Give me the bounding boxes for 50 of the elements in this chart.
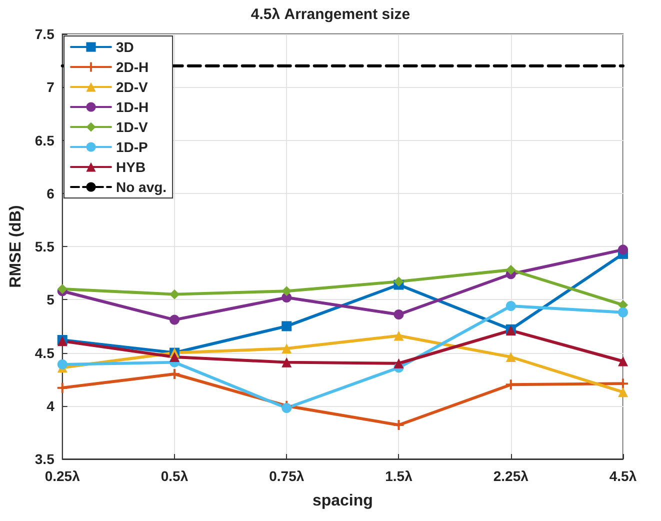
point <box>394 330 404 341</box>
legend-label: No avg. <box>116 179 167 195</box>
point <box>618 244 628 255</box>
legend-label: 2D-V <box>116 79 149 95</box>
point <box>506 301 516 311</box>
point <box>169 289 180 300</box>
point <box>394 310 404 320</box>
point <box>169 369 180 379</box>
point <box>282 344 292 354</box>
x-tick-label: 4.5λ <box>609 468 637 484</box>
x-tick-label: 2.25λ <box>493 468 529 484</box>
y-tick-label: 6 <box>46 185 55 202</box>
legend-label: 1D-P <box>116 139 148 155</box>
x-tick-label: 0.75λ <box>269 468 304 484</box>
x-tick-label: 0.25λ <box>44 468 80 484</box>
y-tick-label: 5.5 <box>34 238 55 254</box>
y-tick-label: 4 <box>46 398 55 414</box>
point <box>618 307 628 318</box>
chart-title: 4.5λ Arrangement size <box>250 6 410 23</box>
point <box>282 403 292 413</box>
point <box>394 276 404 287</box>
point <box>282 357 292 368</box>
legend-label: HYB <box>116 159 146 175</box>
legend-label: 2D-H <box>116 59 149 75</box>
legend-label: 3D <box>116 39 134 55</box>
x-tick-label: 0.5λ <box>160 468 188 484</box>
point <box>170 314 180 325</box>
y-tick-label: 5 <box>46 292 55 308</box>
legend-label: 1D-V <box>116 119 149 135</box>
point <box>394 420 404 430</box>
legend-label: 1D-H <box>116 99 149 115</box>
point <box>57 382 68 393</box>
y-tick-label: 7.5 <box>34 26 55 42</box>
point <box>394 358 404 368</box>
x-tick-label: 1.5λ <box>385 468 413 484</box>
point <box>169 352 180 362</box>
point <box>282 321 292 332</box>
point <box>506 264 516 275</box>
y-tick-label: 4.5 <box>34 344 55 361</box>
y-tick-label: 7 <box>46 79 55 96</box>
point <box>57 284 68 294</box>
x-axis-title: spacing <box>312 492 373 510</box>
y-tick-label: 3.5 <box>34 451 55 467</box>
point <box>618 356 628 366</box>
point <box>618 387 628 398</box>
point <box>282 286 292 296</box>
point <box>506 352 516 362</box>
point <box>57 359 68 370</box>
y-axis-title: RMSE (dB) <box>8 205 24 288</box>
y-tick-label: 6.5 <box>34 132 55 148</box>
